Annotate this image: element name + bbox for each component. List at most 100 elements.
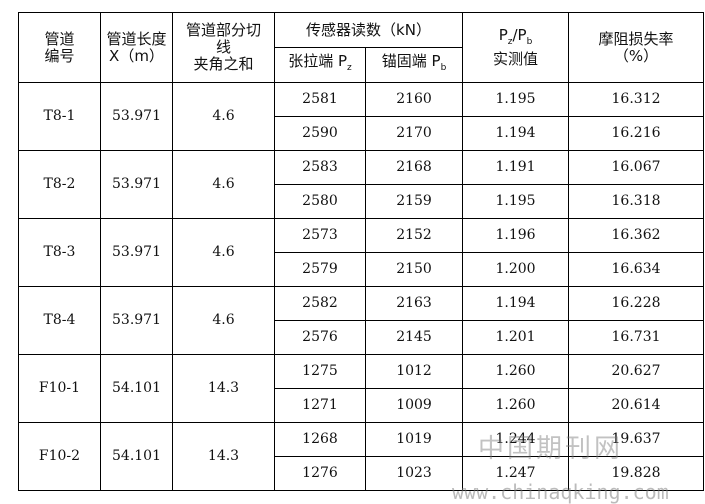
header-sub: b <box>440 63 447 73</box>
tension-reading: 1268 <box>274 422 366 457</box>
header-text: P <box>498 26 508 44</box>
tension-reading: 1276 <box>274 456 366 491</box>
pipe-id: T8-3 <box>18 218 101 287</box>
table-row: F10-2 54.101 14.3 1268 1019 1.244 19.637 <box>18 422 705 491</box>
anchor-reading: 2163 <box>364 286 464 321</box>
loss-rate: 16.067 <box>568 150 705 185</box>
pipe-length: 54.101 <box>100 354 173 423</box>
header-line: 管道部分切 <box>185 21 261 39</box>
loss-rate: 20.614 <box>568 388 705 423</box>
angle-sum: 14.3 <box>172 422 275 491</box>
angle-sum: 4.6 <box>172 82 275 151</box>
loss-rate: 19.828 <box>568 456 705 491</box>
loss-rate: 20.627 <box>568 354 705 389</box>
watermark-url: www.chinaqking.com <box>452 480 669 504</box>
ratio-value: 1.194 <box>462 286 570 321</box>
angle-sum: 14.3 <box>172 354 275 423</box>
header-angle: 管道部分切线夹角之和 <box>172 12 275 83</box>
header-text: 锚固端 P <box>381 52 441 70</box>
table-row: 2590 2170 1.194 16.216 <box>19 116 705 151</box>
header-line: 摩阻损失率 <box>598 29 674 48</box>
header-line: 编号 <box>44 46 75 65</box>
ratio-value: 1.200 <box>462 252 570 287</box>
header-line: 夹角之和 <box>193 55 254 73</box>
header-text: 张拉端 P <box>288 52 348 70</box>
table-row: T8-1 53.971 4.6 2581 2160 1.195 16.312 <box>18 82 705 151</box>
tension-reading: 1275 <box>274 354 366 389</box>
header-sub: b <box>526 37 533 47</box>
pipe-length: 54.101 <box>100 422 173 491</box>
angle-sum: 4.6 <box>172 150 275 219</box>
loss-rate: 16.634 <box>568 252 705 287</box>
anchor-reading: 2145 <box>364 320 464 355</box>
header-ratio: Pz/Pb 实测值 <box>462 12 570 83</box>
table-row: T8-3 53.971 4.6 2573 2152 1.196 16.362 <box>18 218 705 287</box>
anchor-reading: 1009 <box>364 388 464 423</box>
table-body: T8-1 53.971 4.6 2581 2160 1.195 16.312 2590 2170… <box>18 82 705 491</box>
watermark: 中国期刊网 <box>478 434 624 464</box>
anchor-reading: 2160 <box>364 82 464 117</box>
loss-rate: 16.228 <box>568 286 705 321</box>
pipe-length: 53.971 <box>100 82 173 151</box>
loss-rate: 16.731 <box>568 320 705 355</box>
header-sub: z <box>347 63 352 73</box>
table-row: 1276 1023 1.247 19.828 <box>19 456 705 491</box>
header-sub: z <box>507 37 513 47</box>
header-loss: 摩阻损失率 （%） <box>568 12 705 83</box>
angle-sum: 4.6 <box>172 218 275 287</box>
tension-reading: 2583 <box>274 150 366 185</box>
angle-sum: 4.6 <box>172 286 275 355</box>
loss-rate: 19.637 <box>568 422 705 457</box>
loss-rate: 16.362 <box>568 218 705 253</box>
tension-reading: 2582 <box>274 286 366 321</box>
header-sensor: 传感器读数（kN） <box>273 12 464 48</box>
table-row: T8-4 53.971 4.6 2582 2163 1.194 16.228 <box>18 286 705 355</box>
header-text: P <box>517 26 527 44</box>
header-line: （%） <box>613 46 659 65</box>
loss-rate: 16.312 <box>568 82 705 117</box>
header-line: 线 <box>215 38 231 56</box>
pipe-id: T8-4 <box>18 286 101 355</box>
header-id: 管道 编号 <box>18 12 101 83</box>
header-line: 实测值 <box>493 50 539 68</box>
pipe-length: 53.971 <box>100 218 173 287</box>
ratio-value: 1.191 <box>462 150 570 185</box>
header-tension: 张拉端 Pz <box>274 47 366 83</box>
table-row: T8-2 53.971 4.6 2583 2168 1.191 16.067 <box>18 150 705 219</box>
header-anchor: 锚固端 Pb <box>364 47 464 83</box>
pipe-id: F10-2 <box>18 422 101 491</box>
header-text: / <box>512 26 518 44</box>
ratio-value: 1.201 <box>462 320 570 355</box>
pipe-id: F10-1 <box>18 354 101 423</box>
anchor-reading: 2159 <box>364 184 464 219</box>
anchor-reading: 2152 <box>364 218 464 253</box>
pipe-id: T8-2 <box>18 150 101 219</box>
tension-reading: 2581 <box>274 82 366 117</box>
table-row: 1271 1009 1.260 20.614 <box>19 388 705 423</box>
header-line: X（m） <box>109 46 164 65</box>
tension-reading: 2573 <box>274 218 366 253</box>
table-row: 2580 2159 1.195 16.318 <box>19 184 705 219</box>
loss-rate: 16.318 <box>568 184 705 219</box>
tension-reading: 2576 <box>274 320 366 355</box>
tension-reading: 2590 <box>274 116 366 151</box>
ratio-value: 1.194 <box>462 116 570 151</box>
data-table: 管道 编号 管道长度 X（m） 管道部分切线夹角之和 传感器读数（kN） Pz/Pb… <box>18 12 705 491</box>
anchor-reading: 2168 <box>364 150 464 185</box>
table-row: F10-1 54.101 14.3 1275 1012 1.260 20.627 <box>18 354 705 423</box>
header-length: 管道长度 X（m） <box>100 12 173 83</box>
anchor-reading: 2170 <box>364 116 464 151</box>
table-row: 2576 2145 1.201 16.731 <box>19 320 705 355</box>
ratio-value: 1.195 <box>462 82 570 117</box>
anchor-reading: 2150 <box>364 252 464 287</box>
ratio-value: 1.260 <box>462 354 570 389</box>
anchor-reading: 1023 <box>364 456 464 491</box>
ratio-value: 1.195 <box>462 184 570 219</box>
pipe-id: T8-1 <box>18 82 101 151</box>
tension-reading: 2579 <box>274 252 366 287</box>
ratio-value: 1.247 <box>462 456 570 491</box>
ratio-value: 1.196 <box>462 218 570 253</box>
pipe-length: 53.971 <box>100 150 173 219</box>
tension-reading: 2580 <box>274 184 366 219</box>
